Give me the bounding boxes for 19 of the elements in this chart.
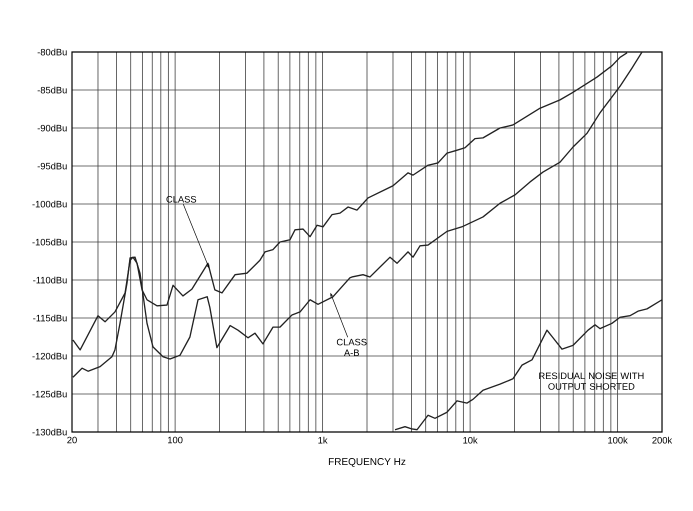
x-tick-label: 100	[168, 436, 183, 444]
y-tick-label: -95dBu	[38, 162, 67, 170]
y-tick-label: -110dBu	[33, 276, 67, 284]
y-tick-label: -80dBu	[38, 48, 67, 56]
y-tick-label: -105dBu	[32, 238, 67, 246]
x-tick-label: 20	[67, 436, 77, 444]
x-tick-label: 10k	[463, 436, 478, 444]
y-tick-label: -115dBu	[33, 314, 67, 322]
y-tick-label: -130dBu	[32, 428, 67, 436]
x-axis-title: FREQUENCY Hz	[328, 458, 406, 467]
annotation: CLASS A-B	[336, 338, 367, 356]
x-tick-label: 100k	[608, 436, 628, 444]
x-tick-label: 200k	[652, 436, 672, 444]
x-tick-label: 1k	[318, 436, 328, 444]
y-tick-label: -125dBu	[32, 390, 67, 398]
y-tick-label: -85dBu	[38, 86, 67, 94]
y-tick-label: -120dBu	[32, 352, 67, 360]
y-tick-label: -90dBu	[38, 124, 67, 132]
y-tick-label: -100dBu	[32, 200, 67, 208]
